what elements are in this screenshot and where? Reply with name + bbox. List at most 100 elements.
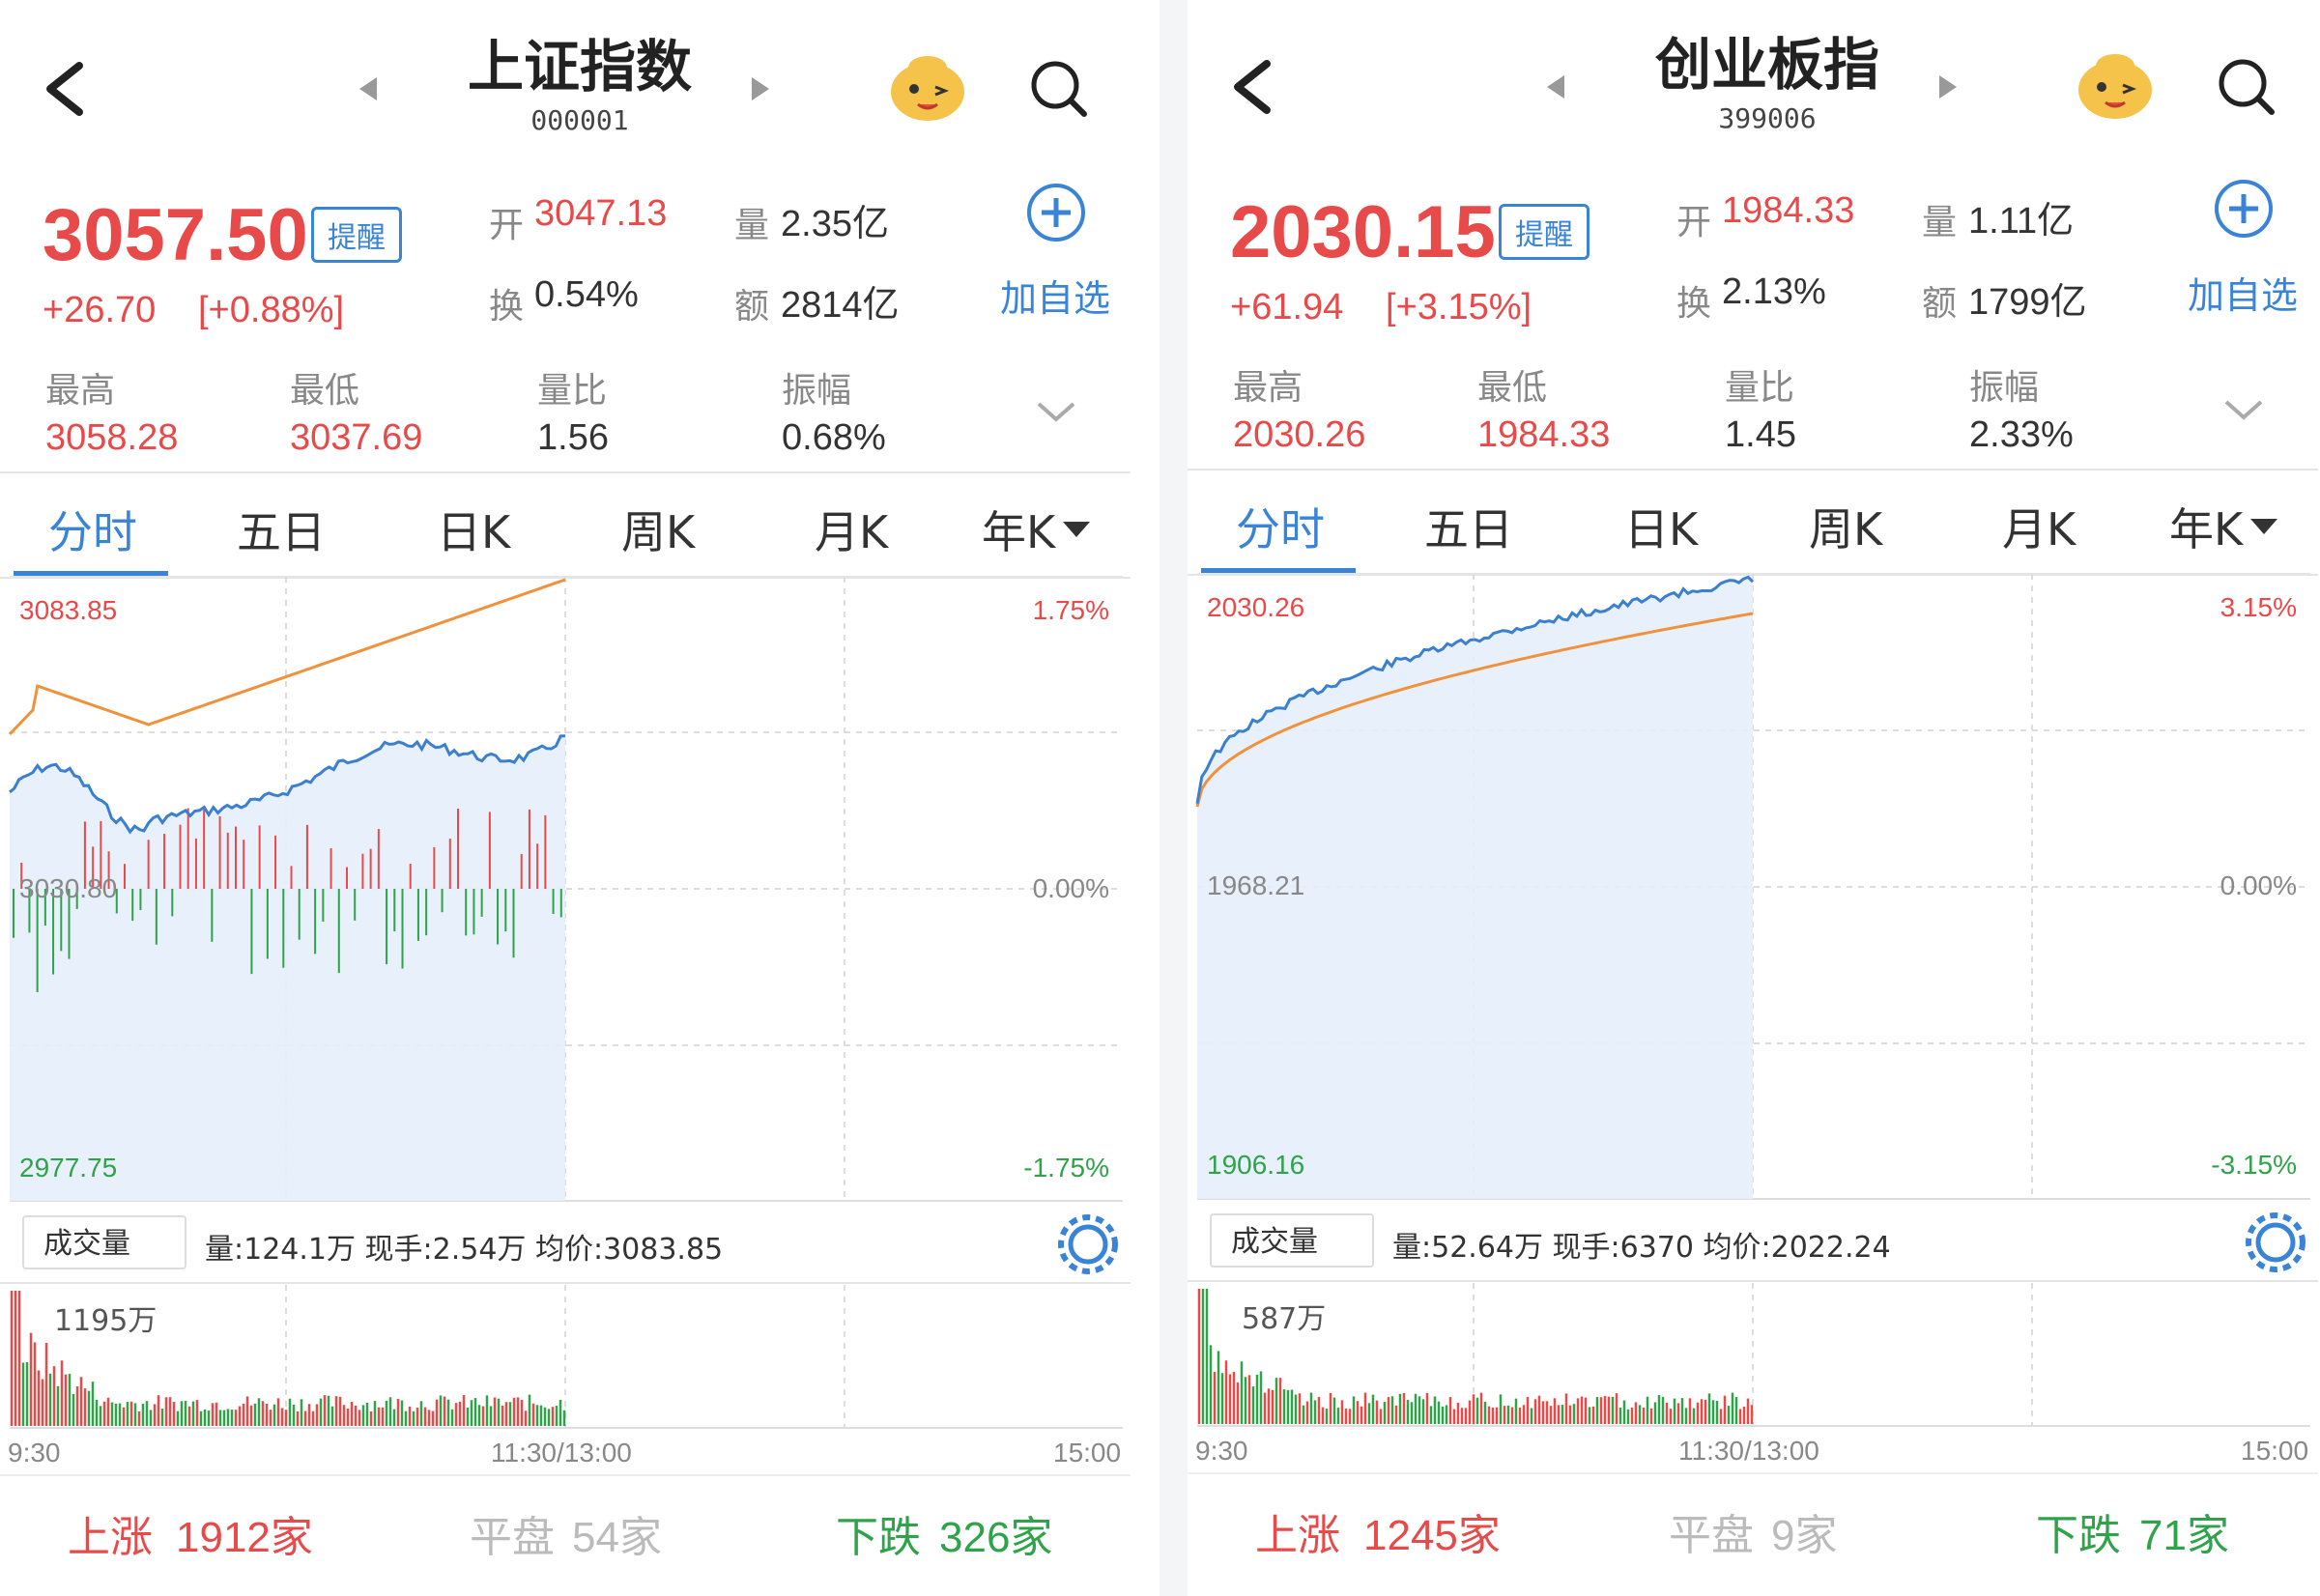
time-start: 9:30 [8, 1438, 61, 1468]
down-count: 326家 [939, 1502, 1052, 1564]
turnover-label: 换 [1676, 275, 1711, 326]
up-count: 1245家 [1363, 1500, 1501, 1562]
chart-bottom-pct: -3.15% [2211, 1150, 2297, 1181]
high-label: 最高 [45, 362, 115, 413]
gear-icon [1061, 1217, 1115, 1271]
amount-value: 2814亿 [781, 274, 900, 328]
chevron-down-icon [1039, 404, 1074, 419]
low-value: 1984.33 [1477, 414, 1610, 456]
tab-monthly-k[interactable]: 月K [2002, 495, 2076, 558]
open-label: 开 [1676, 194, 1711, 244]
down-label: 下跌 [2036, 1500, 2121, 1562]
tab-yearly-k[interactable]: 年K [982, 498, 1055, 561]
current-price: 3057.50 [43, 193, 308, 277]
vol-ratio-value: 1.45 [1725, 414, 1796, 456]
vol-ratio-value: 1.56 [537, 417, 609, 459]
stock-code: 399006 [1188, 102, 2320, 134]
flat-count: 54家 [572, 1502, 662, 1564]
low-value: 3037.69 [290, 417, 422, 459]
turnover-value: 0.54% [534, 274, 639, 316]
tab-intraday[interactable]: 分时 [48, 498, 137, 561]
panel-divider [1160, 0, 1188, 1596]
volume-indicator-select[interactable]: 成交量 [1210, 1213, 1374, 1268]
amplitude-value: 0.68% [782, 417, 886, 459]
amount-label: 额 [1922, 275, 1957, 326]
tab-five-day[interactable]: 五日 [237, 498, 326, 561]
vol-ratio-label: 量比 [537, 362, 607, 413]
chart-mid-price: 1968.21 [1207, 870, 1304, 901]
chart-bottom-price: 1906.16 [1207, 1150, 1304, 1181]
volume-max-label: 1195万 [54, 1297, 157, 1339]
gear-icon [2248, 1215, 2303, 1269]
current-price: 2030.15 [1230, 190, 1496, 274]
time-end: 15:00 [1053, 1438, 1121, 1468]
triangle-down-icon [1063, 522, 1090, 537]
volume-label: 量 [1922, 194, 1957, 244]
page-title: 上证指数 [0, 21, 1160, 102]
stock-code: 000001 [0, 104, 1160, 136]
change-value: +61.94 [1230, 287, 1343, 328]
amplitude-label: 振幅 [782, 362, 851, 413]
volume-indicator-select[interactable]: 成交量 [22, 1215, 186, 1269]
tab-daily-k[interactable]: 日K [1624, 495, 1698, 558]
amount-value: 1799亿 [1968, 271, 2087, 325]
tab-monthly-k[interactable]: 月K [815, 498, 888, 561]
flat-label: 平盘 [1669, 1500, 1754, 1562]
time-end: 15:00 [2241, 1436, 2308, 1467]
remind-button[interactable]: 提醒 [1499, 204, 1590, 260]
chart-top-pct: 1.75% [1033, 595, 1109, 626]
volume-max-label: 587万 [1242, 1295, 1326, 1337]
tab-yearly-k[interactable]: 年K [2169, 495, 2243, 558]
high-value: 3058.28 [45, 417, 178, 459]
turnover-value: 2.13% [1722, 271, 1826, 313]
down-count: 71家 [2139, 1500, 2229, 1562]
up-label: 上涨 [68, 1502, 153, 1564]
change-pct: [+3.15%] [1386, 287, 1532, 328]
chart-mid-pct: 0.00% [2220, 870, 2297, 901]
time-mid: 11:30/13:00 [1678, 1436, 1819, 1467]
up-count: 1912家 [176, 1502, 313, 1564]
volume-value: 1.11亿 [1968, 190, 2074, 243]
chart-top-price: 3083.85 [19, 595, 117, 626]
price-area-fill [10, 736, 565, 1201]
tab-daily-k[interactable]: 日K [437, 498, 510, 561]
panel-sh: 上证指数 000001 3057.50 提醒 +26.70 [+0.88%] 开… [0, 0, 1160, 1596]
amplitude-label: 振幅 [1969, 359, 2039, 410]
change-pct: [+0.88%] [198, 290, 344, 331]
low-label: 最低 [1477, 359, 1547, 410]
time-mid: 11:30/13:00 [491, 1438, 632, 1468]
high-value: 2030.26 [1233, 414, 1365, 456]
up-label: 上涨 [1255, 1500, 1340, 1562]
chart-bottom-price: 2977.75 [19, 1153, 117, 1183]
high-label: 最高 [1233, 359, 1303, 410]
add-watchlist-button[interactable]: 加自选 [1000, 269, 1110, 322]
open-label: 开 [489, 197, 524, 247]
volume-value: 2.35亿 [781, 193, 889, 246]
page-title: 创业板指 [1188, 19, 2320, 100]
remind-button[interactable]: 提醒 [311, 207, 402, 263]
time-start: 9:30 [1195, 1436, 1248, 1467]
tab-five-day[interactable]: 五日 [1424, 495, 1513, 558]
change-value: +26.70 [43, 290, 156, 331]
plus-circle-icon [1029, 185, 1083, 240]
chart-mid-pct: 0.00% [1033, 873, 1109, 904]
turnover-label: 换 [489, 278, 524, 328]
chart-top-price: 2030.26 [1207, 592, 1304, 623]
chevron-down-icon [2226, 402, 2261, 417]
volume-label: 量 [734, 197, 769, 247]
tab-weekly-k[interactable]: 周K [1809, 495, 1882, 558]
flat-label: 平盘 [470, 1502, 555, 1564]
flat-count: 9家 [1771, 1500, 1837, 1562]
tab-intraday[interactable]: 分时 [1236, 495, 1325, 558]
open-value: 1984.33 [1722, 190, 1854, 232]
tab-weekly-k[interactable]: 周K [621, 498, 695, 561]
chart-bottom-pct: -1.75% [1023, 1153, 1109, 1183]
open-value: 3047.13 [534, 193, 667, 235]
low-label: 最低 [290, 362, 359, 413]
chart-mid-price: 3030.80 [19, 873, 117, 904]
chart-top-pct: 3.15% [2220, 592, 2297, 623]
amplitude-value: 2.33% [1969, 414, 2074, 456]
add-watchlist-button[interactable]: 加自选 [2188, 266, 2298, 319]
vol-ratio-label: 量比 [1725, 359, 1794, 410]
volume-info: 量:52.64万 现手:6370 均价:2022.24 [1392, 1223, 1891, 1266]
